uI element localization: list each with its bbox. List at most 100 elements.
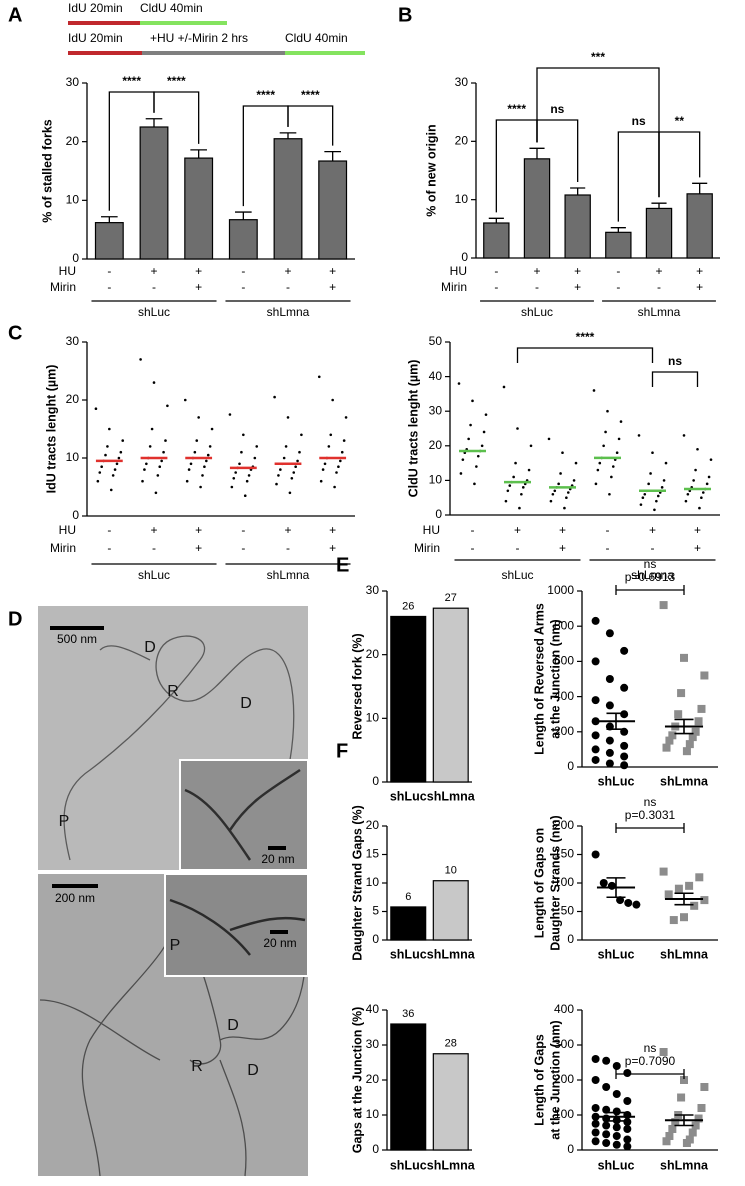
point	[205, 459, 208, 463]
p-value: p=0.7090	[625, 1054, 676, 1068]
point	[604, 430, 607, 434]
point	[98, 471, 102, 474]
point	[557, 482, 560, 486]
point	[327, 445, 331, 448]
error-bar	[101, 216, 118, 223]
point	[594, 482, 598, 486]
row-sign: -	[494, 264, 498, 278]
point	[284, 445, 288, 448]
point	[616, 896, 625, 905]
x-tick-label: shLmna	[427, 1158, 476, 1172]
group-label: shLuc	[138, 568, 170, 582]
significance-bracket	[153, 91, 200, 144]
point	[612, 1090, 621, 1098]
y-axis-title: at the Junction (nm)	[548, 1020, 562, 1139]
point	[591, 1076, 600, 1084]
error-bar	[529, 147, 545, 159]
point	[623, 1118, 632, 1126]
x-tick-label: shLmna	[660, 774, 709, 788]
dna-strand	[184, 768, 301, 861]
point	[651, 451, 654, 455]
point	[461, 458, 465, 461]
row-sign: +	[574, 264, 581, 278]
point	[193, 450, 197, 454]
point	[700, 496, 703, 500]
point	[619, 420, 623, 423]
point	[277, 474, 280, 477]
structure-label: P	[170, 937, 181, 954]
y-tick-label: 200	[554, 724, 574, 738]
structure-label: P	[59, 813, 70, 830]
sem-bar	[674, 1114, 694, 1127]
y-tick-label: 400	[554, 689, 574, 703]
y-tick-label: 0	[435, 507, 442, 521]
point	[197, 416, 200, 419]
bar	[564, 194, 591, 259]
point	[247, 474, 251, 477]
scale-bar-label: 20 nm	[261, 852, 294, 866]
point	[620, 646, 629, 655]
point	[662, 479, 666, 482]
point	[547, 437, 551, 441]
point	[160, 459, 163, 463]
point	[245, 479, 249, 483]
point	[698, 506, 701, 510]
y-tick-label: 0	[567, 932, 574, 946]
y-tick-label: 800	[554, 618, 574, 632]
row-sign: +	[694, 523, 701, 537]
point	[602, 1121, 611, 1130]
point	[290, 477, 294, 480]
row-sign: -	[471, 523, 475, 537]
point	[331, 398, 334, 402]
y-tick-label: 200	[554, 818, 574, 832]
panel-label: E	[336, 554, 349, 576]
point	[659, 1048, 668, 1056]
point	[662, 1137, 671, 1146]
point	[692, 479, 695, 482]
protocol-label: +HU +/-Mirin 2 hrs	[150, 31, 248, 45]
point	[664, 461, 668, 465]
point	[668, 1125, 677, 1133]
point	[288, 491, 292, 495]
bar	[139, 126, 169, 260]
row-sign: -	[535, 280, 539, 294]
point	[150, 427, 154, 431]
point	[591, 850, 600, 859]
y-tick-label: 40	[366, 1002, 380, 1016]
point	[480, 444, 484, 448]
row-sign: -	[494, 280, 498, 294]
point	[189, 462, 193, 466]
y-tick-label: 0	[72, 251, 79, 265]
structure-label: D	[144, 639, 156, 656]
y-tick-label: 10	[455, 192, 469, 206]
point	[602, 1130, 611, 1139]
point	[612, 1062, 621, 1070]
panel-label: D	[8, 608, 22, 630]
point	[117, 456, 121, 460]
bar	[605, 231, 632, 259]
point	[599, 879, 608, 887]
bar	[432, 1053, 469, 1151]
point	[691, 1121, 700, 1130]
y-tick-label: 20	[366, 1072, 380, 1086]
bar	[390, 906, 427, 941]
row-label: Mirin	[414, 541, 440, 555]
value-label: 36	[402, 1008, 414, 1020]
point	[553, 489, 557, 493]
row-sign: +	[284, 264, 291, 278]
bar	[318, 160, 348, 260]
row-label: Mirin	[50, 280, 76, 294]
y-axis-title: % of stalled forks	[40, 119, 54, 223]
y-axis-title: % of new origin	[424, 124, 438, 216]
point	[319, 479, 323, 483]
y-axis-title: CldU tracts lenght (µm)	[406, 360, 420, 498]
point	[606, 409, 609, 413]
row-label: HU	[59, 264, 76, 278]
point	[682, 1139, 691, 1147]
y-tick-label: 10	[429, 473, 443, 487]
point	[686, 492, 690, 496]
point	[273, 395, 276, 399]
panel-label: B	[398, 4, 412, 26]
scale-bar-label: 20 nm	[263, 936, 296, 950]
point	[643, 492, 647, 496]
